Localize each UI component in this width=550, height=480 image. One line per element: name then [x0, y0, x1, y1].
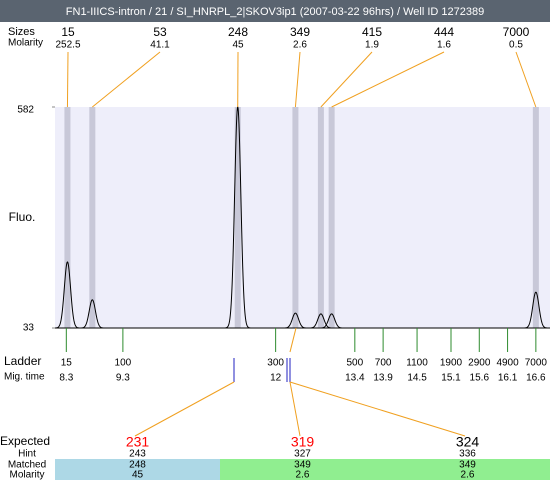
ladder-size: 700	[375, 358, 392, 369]
connector	[320, 51, 373, 108]
ladder-size: 4900	[496, 358, 519, 369]
matched-value: 349	[294, 460, 311, 471]
expected-molarity: 45	[132, 470, 144, 480]
y-tick-label: 582	[17, 105, 34, 116]
matched-block	[385, 459, 550, 480]
ladder-size: 2900	[468, 358, 491, 369]
peak-band	[532, 107, 539, 328]
connector	[515, 51, 537, 108]
connector	[92, 51, 161, 108]
peak-molarity: 2.6	[293, 40, 307, 51]
peak	[79, 299, 105, 329]
plot	[52, 105, 550, 352]
peak-molarity: 252.5	[55, 40, 80, 51]
ladder-size: 100	[115, 358, 132, 369]
expected-molarity: 2.6	[461, 470, 475, 480]
ladder-mig-time: 9.3	[116, 373, 130, 384]
matched-value: 248	[129, 460, 146, 471]
peak-band	[234, 107, 241, 328]
expected-molarity: 2.6	[296, 470, 310, 480]
expected-value: 319	[291, 434, 315, 450]
connector	[294, 51, 301, 108]
peak-size: 349	[290, 25, 310, 39]
hint-value: 327	[294, 449, 311, 460]
expected-value: 231	[126, 434, 150, 450]
hint-label: Hint	[18, 449, 36, 460]
peak	[282, 312, 308, 329]
peak-molarity: 41.1	[150, 40, 170, 51]
ladder-mig-time: 15.6	[470, 373, 490, 384]
peak	[54, 261, 80, 329]
title: FN1-IIICS-intron / 21 / SI_HNRPL_2|SKOV3…	[66, 6, 484, 18]
ladder-size: 500	[346, 358, 363, 369]
peak-band	[317, 107, 324, 328]
connector	[289, 381, 466, 437]
peak-molarity: 1.9	[365, 40, 379, 51]
ladder-size: 300	[267, 358, 284, 369]
peak	[319, 313, 345, 329]
connector	[289, 327, 297, 353]
ladder-mig-time: 13.9	[373, 373, 393, 384]
ladder-size: 7000	[525, 358, 548, 369]
ladder-mig-time: 14.5	[407, 373, 427, 384]
peak-size: 7000	[503, 25, 530, 39]
y-axis-label: Fluo.	[9, 210, 36, 224]
peak-size: 15	[61, 25, 75, 39]
matched-value: 349	[459, 460, 476, 471]
peak-molarity: 45	[232, 40, 244, 51]
peak-band	[64, 107, 71, 328]
connector	[134, 381, 235, 437]
ladder-mig-time: 13.4	[345, 373, 365, 384]
expected-label: Expected	[0, 434, 50, 448]
y-tick-label: 33	[23, 323, 35, 334]
mig-time-label: Mig. time	[4, 372, 45, 383]
ladder-mig-time: 16.1	[498, 373, 518, 384]
matched-block	[55, 459, 220, 480]
hint-value: 243	[129, 449, 146, 460]
peak-band	[89, 107, 96, 328]
ladder-size: 1100	[406, 358, 428, 369]
peak	[308, 313, 334, 329]
peak-size: 415	[362, 25, 382, 39]
ladder-label: Ladder	[4, 354, 41, 368]
ladder-size: 15	[61, 358, 73, 369]
ladder-mig-time: 8.3	[59, 373, 73, 384]
peak-band	[328, 107, 335, 328]
molarity-label: Molarity	[8, 38, 43, 49]
peak-molarity: 1.6	[437, 40, 451, 51]
peak	[523, 291, 549, 329]
ladder-mig-time: 16.6	[526, 373, 546, 384]
connector	[331, 51, 445, 108]
matched-label: Matched	[8, 460, 46, 471]
peak-band	[292, 107, 299, 328]
peak-size: 248	[228, 25, 248, 39]
peak-molarity: 0.5	[509, 40, 523, 51]
ladder-mig-time: 15.1	[441, 373, 461, 384]
title-bar	[0, 0, 550, 22]
hint-value: 336	[459, 449, 476, 460]
ladder-size: 1900	[440, 358, 463, 369]
peak-size: 53	[153, 25, 167, 39]
connector	[66, 51, 69, 108]
matched-block	[220, 459, 385, 480]
peak-size: 444	[434, 25, 454, 39]
sizes-label: Sizes	[8, 26, 35, 38]
ladder-mig-time: 12	[270, 373, 282, 384]
expected-molarity-label: Molarity	[9, 470, 44, 480]
connector	[289, 381, 301, 437]
plot-area	[55, 107, 550, 328]
expected-value: 324	[456, 434, 480, 450]
